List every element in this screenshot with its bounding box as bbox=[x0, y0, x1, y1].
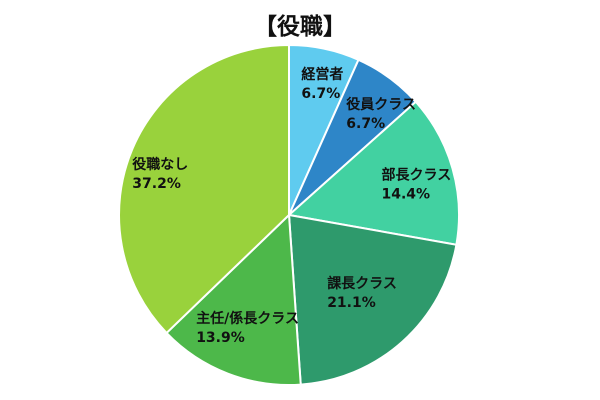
slice-category-label: 役職なし bbox=[132, 156, 188, 173]
slice-category-label: 主任/係長クラス bbox=[196, 310, 299, 327]
pie-slice bbox=[165, 212, 302, 386]
slice-value-label: 6.7% bbox=[301, 86, 340, 102]
pie-labels: 経営者 6.7% 役員クラス 6.7% 部長クラス 14.4% 課長クラス 21.1% 主任/係… bbox=[132, 66, 451, 346]
slice-value-label: 13.9% bbox=[196, 330, 245, 346]
pie-slice bbox=[118, 43, 290, 335]
slice-label: 経営者 6.7% bbox=[301, 66, 343, 102]
pie-slice bbox=[287, 213, 458, 386]
slice-value-label: 37.2% bbox=[132, 176, 181, 192]
pie-slice bbox=[286, 100, 461, 246]
slice-label: 課長クラス 21.1% bbox=[327, 275, 397, 311]
slice-label: 役員クラス 6.7% bbox=[346, 96, 416, 132]
pie-slices bbox=[118, 43, 461, 386]
slice-category-label: 課長クラス bbox=[327, 275, 397, 292]
slice-label: 部長クラス 14.4% bbox=[382, 167, 452, 203]
chart-title: 【役職】 bbox=[254, 13, 346, 40]
slice-label: 主任/係長クラス 13.9% bbox=[196, 310, 299, 346]
slice-label: 役職なし 37.2% bbox=[132, 156, 188, 192]
slice-value-label: 6.7% bbox=[346, 116, 385, 132]
slice-category-label: 部長クラス bbox=[382, 167, 452, 184]
slice-category-label: 経営者 bbox=[301, 66, 343, 83]
slice-value-label: 14.4% bbox=[382, 187, 431, 203]
slice-value-label: 21.1% bbox=[327, 295, 376, 311]
slice-category-label: 役員クラス bbox=[346, 96, 416, 113]
